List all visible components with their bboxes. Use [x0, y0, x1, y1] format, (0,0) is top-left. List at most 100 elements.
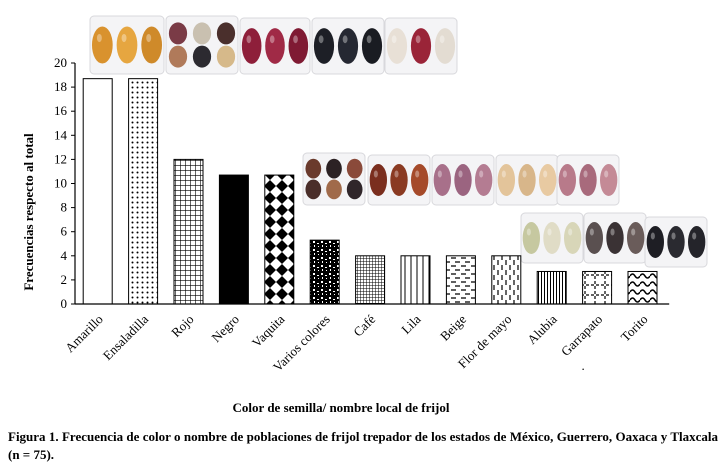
x-tick-label: Garrapato — [558, 312, 605, 359]
seed — [626, 222, 645, 254]
seed — [646, 226, 665, 258]
x-tick-label: Alubia — [524, 311, 560, 347]
x-tick-label: Beige — [437, 311, 469, 343]
seed — [558, 164, 577, 196]
seed-photo-alubia — [520, 212, 584, 264]
x-axis-title: Color de semilla/ nombre local de frijol — [233, 400, 450, 415]
seed — [454, 164, 472, 196]
seed — [192, 22, 212, 45]
bar-rojo — [173, 158, 204, 305]
seed — [369, 164, 388, 196]
seed — [433, 164, 452, 196]
seed-photo-vaquita — [384, 17, 458, 75]
seed — [265, 28, 285, 64]
seed — [91, 26, 113, 64]
y-tick-label: 14 — [54, 127, 68, 142]
seed — [346, 158, 363, 179]
seed — [216, 45, 236, 68]
seed — [241, 28, 262, 64]
seed — [410, 164, 429, 196]
bar-flor-de-mayo — [491, 255, 522, 305]
y-tick-label: 10 — [54, 176, 67, 191]
bar-beige — [445, 255, 476, 305]
seed-photo-flor-de-mayo — [556, 154, 620, 206]
seed-photo-ensaladilla — [165, 15, 239, 75]
y-tick-label: 4 — [61, 248, 68, 263]
seed — [563, 222, 582, 254]
y-tick-label: 16 — [54, 103, 68, 118]
x-tick-label: Amarillo — [62, 312, 106, 356]
y-tick-label: 12 — [54, 151, 67, 166]
seed-photo-torito — [644, 216, 708, 268]
figure-caption: Figura 1. Frecuencia de color o nombre d… — [8, 429, 718, 462]
seed-photo-cafe — [367, 154, 431, 206]
seed — [288, 28, 309, 64]
x-tick-label: Rojo — [168, 312, 196, 340]
seed-photo-rojo — [239, 17, 311, 75]
y-tick-label: 20 — [54, 55, 67, 70]
seed — [305, 179, 322, 200]
seed — [192, 45, 212, 68]
stray-mark: . — [581, 358, 584, 373]
seed — [116, 26, 138, 64]
seed — [410, 28, 432, 64]
bars — [82, 78, 658, 305]
seed — [313, 28, 335, 64]
seed — [474, 164, 493, 196]
seed — [386, 28, 408, 64]
x-tick-label: Lila — [398, 311, 424, 337]
seed — [390, 164, 408, 196]
seed-photo-amarillo — [89, 15, 165, 75]
seed — [599, 164, 618, 196]
x-tick-label: Vaquita — [249, 311, 288, 350]
seed — [543, 222, 561, 254]
x-tick-label: Torito — [618, 312, 651, 345]
seed-photo-garrapato — [583, 212, 647, 264]
seed — [538, 164, 557, 196]
y-tick-label: 2 — [61, 272, 68, 287]
seed-photo-beige — [495, 154, 559, 206]
x-tick-label: Negro — [208, 312, 242, 346]
seed-photo-negro — [311, 17, 385, 75]
bar-café — [355, 255, 386, 305]
seed — [497, 164, 516, 196]
bar-amarillo — [82, 78, 113, 305]
x-tick-label: Café — [350, 311, 378, 339]
seed — [216, 22, 236, 45]
bar-torito — [627, 270, 658, 305]
seed — [687, 226, 706, 258]
seed — [337, 28, 359, 64]
seed — [606, 222, 624, 254]
seed — [326, 179, 342, 200]
seed-photo-lila — [431, 154, 495, 206]
seed — [361, 28, 383, 64]
seed — [326, 158, 342, 179]
seed — [168, 22, 188, 45]
seed — [346, 179, 363, 200]
x-tick-label: Ensaladilla — [100, 311, 152, 363]
seed — [667, 226, 685, 258]
seed — [434, 28, 456, 64]
seed — [579, 164, 597, 196]
bar-garrapato — [582, 270, 613, 305]
seed — [585, 222, 604, 254]
seed — [141, 26, 163, 64]
bar-ensaladilla — [128, 78, 159, 305]
seed-photos — [89, 15, 708, 268]
bar-alubia — [536, 270, 567, 305]
bar-lila — [400, 255, 431, 305]
bar-varios-colores — [309, 239, 340, 305]
seed — [168, 45, 188, 68]
seed — [305, 158, 322, 179]
bar-negro — [218, 174, 249, 305]
y-tick-label: 8 — [61, 200, 68, 215]
seed — [522, 222, 541, 254]
y-axis-title: Frecuencias respecto al total — [21, 133, 36, 291]
seed — [518, 164, 536, 196]
bar-vaquita — [264, 174, 295, 305]
y-tick-label: 0 — [61, 296, 68, 311]
y-tick-label: 18 — [54, 79, 67, 94]
seed-photo-varios-colores — [302, 152, 366, 206]
y-tick-label: 6 — [61, 224, 68, 239]
